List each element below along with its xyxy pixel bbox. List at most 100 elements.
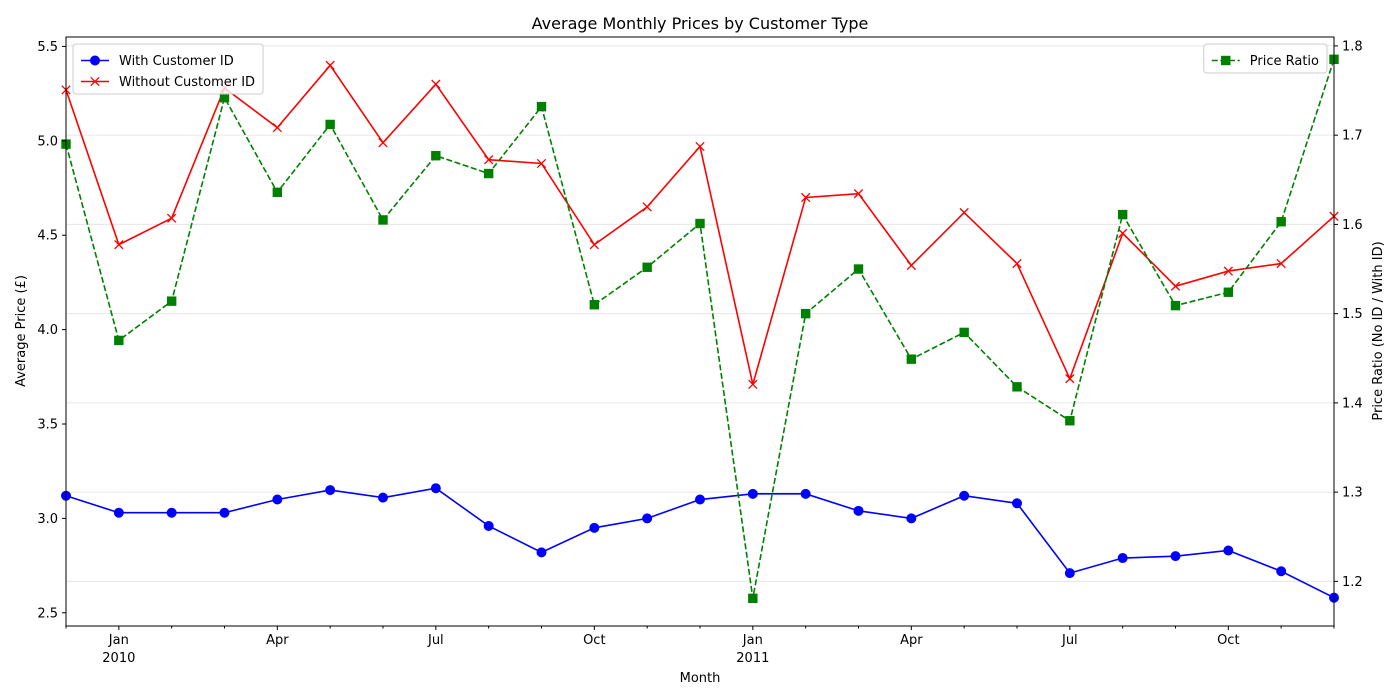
- data-point: [430, 483, 441, 494]
- y-axis-label-right: Price Ratio (No ID / With ID): [1371, 241, 1386, 420]
- data-point: [1118, 228, 1128, 238]
- data-point: [853, 264, 864, 274]
- y-right-tick-label: 1.2: [1342, 575, 1363, 590]
- x-tick-label: Jan: [108, 633, 129, 648]
- x-tick-label: Apr: [266, 633, 289, 648]
- data-point: [1065, 416, 1075, 426]
- data-point: [801, 192, 811, 203]
- data-point: [1223, 287, 1234, 297]
- legend-label: With Customer ID: [119, 54, 234, 69]
- legend-item: Without Customer ID: [81, 75, 255, 90]
- data-point: [536, 158, 547, 169]
- data-point: [1012, 382, 1022, 392]
- data-point: [1117, 553, 1128, 564]
- y-right-tick-label: 1.5: [1342, 307, 1363, 322]
- data-point: [483, 520, 494, 531]
- data-point: [1117, 209, 1128, 220]
- data-point: [1012, 258, 1022, 269]
- y-right-tick-label: 1.6: [1342, 218, 1363, 233]
- series-price-ratio: [61, 54, 1339, 604]
- series-layer: [61, 54, 1339, 604]
- data-point: [483, 168, 494, 179]
- data-point: [166, 507, 177, 518]
- data-point: [1276, 258, 1286, 269]
- data-point: [1012, 498, 1022, 509]
- data-point: [378, 215, 388, 225]
- y-right-tick-label: 1.8: [1342, 39, 1363, 54]
- data-point: [589, 240, 599, 250]
- x-tick-year-label: 2010: [102, 651, 135, 666]
- data-point: [959, 490, 970, 501]
- data-point: [853, 505, 864, 516]
- data-point: [695, 218, 705, 229]
- data-point: [747, 488, 758, 499]
- series-line: [65, 59, 1335, 599]
- data-point: [695, 141, 705, 152]
- legend-left: With Customer ID Without Customer ID: [72, 43, 264, 95]
- data-point: [800, 308, 811, 319]
- x-tick-label: Jan: [742, 633, 763, 648]
- data-point: [219, 92, 230, 103]
- data-point: [272, 187, 283, 197]
- data-point: [1223, 545, 1234, 556]
- x-tick-label: Jul: [427, 633, 444, 648]
- ticks-layer: 2.5 3.0 3.5 4.0 4.5 5.0 5.5 1.2 1.3 1.4 1.5 1.6 1.7 1…: [37, 39, 1362, 666]
- data-point: [114, 335, 124, 346]
- y-right-tick-label: 1.3: [1342, 486, 1363, 501]
- data-point: [114, 240, 124, 250]
- y-left-tick-label: 3.0: [37, 512, 58, 527]
- data-point: [853, 189, 864, 199]
- data-point: [748, 593, 758, 604]
- data-point: [959, 327, 969, 338]
- data-point: [589, 522, 600, 533]
- legend-frame: [72, 43, 264, 95]
- data-point: [748, 379, 758, 390]
- y-left-tick-label: 4.5: [37, 229, 58, 244]
- data-point: [1276, 566, 1287, 577]
- legend-label: Price Ratio: [1250, 54, 1319, 69]
- data-point: [1065, 374, 1075, 384]
- data-point: [906, 354, 917, 364]
- data-point: [378, 492, 388, 503]
- data-point: [959, 207, 969, 218]
- y-axis-label-left: Average Price (£): [14, 275, 29, 387]
- data-point: [325, 60, 335, 70]
- data-point: [536, 101, 547, 112]
- x-tick-label: Jul: [1061, 633, 1078, 648]
- data-point: [431, 150, 441, 161]
- x-tick-year-label: 2011: [736, 651, 769, 666]
- legend-item: With Customer ID: [81, 54, 234, 69]
- data-point: [906, 513, 917, 524]
- data-point: [167, 213, 177, 223]
- x-tick-label: Oct: [583, 633, 605, 648]
- data-point: [325, 119, 335, 130]
- data-point: [431, 79, 441, 89]
- data-point: [1276, 217, 1286, 227]
- data-point: [272, 494, 283, 505]
- data-point: [906, 260, 916, 271]
- data-point: [1064, 568, 1075, 579]
- data-point: [536, 547, 547, 558]
- legend-right: Price Ratio: [1203, 43, 1328, 74]
- data-point: [272, 122, 282, 133]
- data-point: [1170, 551, 1181, 562]
- chart-title: Average Monthly Prices by Customer Type: [532, 14, 869, 33]
- y-right-tick-label: 1.4: [1342, 396, 1363, 411]
- data-point: [484, 155, 494, 165]
- data-point: [695, 494, 705, 505]
- series-with-customer-id: [61, 483, 1339, 603]
- data-point: [378, 138, 388, 148]
- data-point: [800, 488, 811, 499]
- plot-frame: [65, 36, 1335, 627]
- data-point: [642, 262, 652, 272]
- x-tick-label: Apr: [900, 633, 923, 648]
- y-left-tick-label: 4.0: [37, 323, 58, 338]
- y-right-tick-label: 1.7: [1342, 129, 1363, 144]
- legend-frame: [1203, 43, 1328, 74]
- y-left-tick-label: 2.5: [37, 606, 58, 621]
- legend-swatch-marker: [1221, 55, 1231, 66]
- legend-swatch-marker: [90, 55, 100, 66]
- data-point: [642, 513, 653, 524]
- data-point: [166, 296, 177, 306]
